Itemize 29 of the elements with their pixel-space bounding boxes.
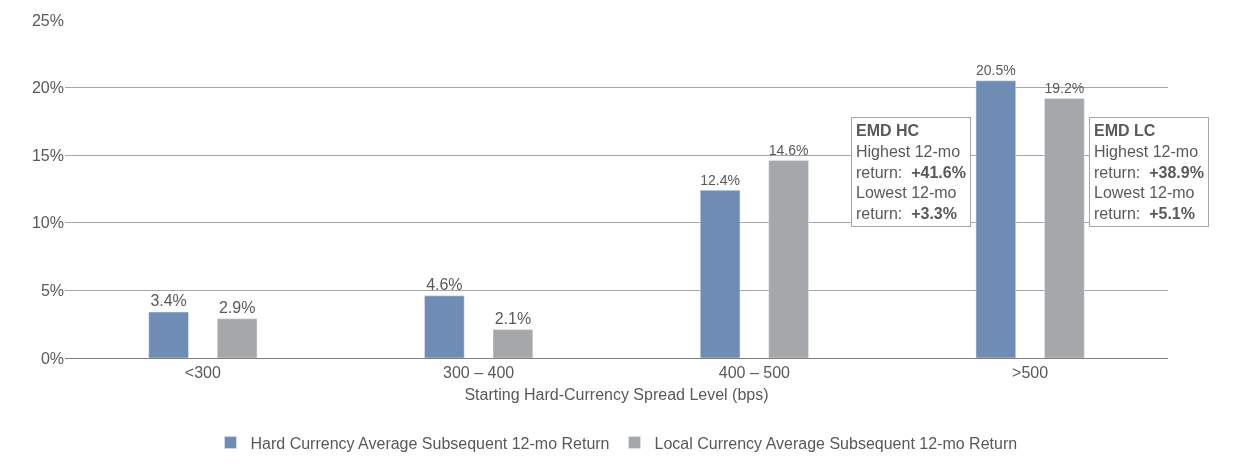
bar bbox=[975, 80, 1016, 358]
legend-label: Hard Currency Average Subsequent 12-mo Return bbox=[250, 434, 610, 452]
y-tick-label: 0% bbox=[40, 349, 64, 367]
bar bbox=[148, 311, 189, 358]
y-tick-label: 15% bbox=[31, 146, 64, 164]
y-tick-label: 20% bbox=[31, 79, 64, 97]
y-tick-label: 5% bbox=[40, 282, 64, 299]
x-axis-title: Starting Hard-Currency Spread Level (bps) bbox=[464, 385, 769, 403]
text: 19.2% bbox=[1044, 79, 1085, 96]
text: 20.5% bbox=[976, 62, 1016, 79]
x-tick-label: >500 bbox=[1012, 364, 1049, 382]
x-tick-label: 300 – 400 bbox=[443, 364, 515, 382]
annotation: EMD LC Highest 12-mo return: +38.9% Lowest 12-mo return: +5.1% bbox=[1094, 122, 1204, 223]
x-tick-label: <300 bbox=[184, 364, 221, 382]
text: 14.6% bbox=[768, 141, 809, 158]
annotation: EMD HC Highest 12-mo return: +41.6% Lowest 12-mo return: +3.3% bbox=[856, 122, 966, 223]
bar bbox=[699, 190, 741, 358]
text: 4.6% bbox=[426, 275, 463, 293]
text: 12.4% bbox=[700, 171, 740, 188]
text: 3.4% bbox=[150, 292, 187, 310]
x-tick-label: 400 – 500 bbox=[718, 364, 791, 382]
text: 2.1% bbox=[494, 309, 532, 327]
bar bbox=[492, 329, 534, 358]
text: 2.9% bbox=[218, 298, 256, 316]
y-tick-label: 25% bbox=[31, 11, 64, 29]
legend-label: Local Currency Average Subsequent 12-mo Return bbox=[654, 434, 1018, 452]
y-tick-label: 10% bbox=[31, 214, 64, 232]
bar bbox=[424, 295, 465, 358]
bar bbox=[217, 318, 258, 358]
